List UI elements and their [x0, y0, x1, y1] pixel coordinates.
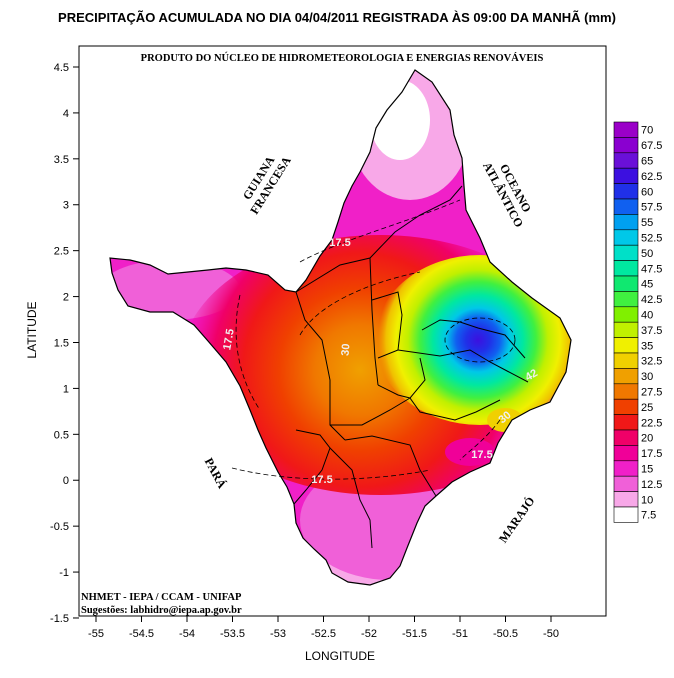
legend-label: 12.5: [641, 479, 662, 491]
legend-label: 7.5: [641, 510, 656, 522]
y-tick-label: 4: [63, 108, 69, 120]
legend-swatch: [613, 306, 639, 323]
legend-swatch: [613, 152, 639, 169]
legend-swatch: [613, 429, 639, 446]
legend-label: 30: [641, 371, 653, 383]
legend-swatch: [613, 383, 639, 400]
legend-label: 62.5: [641, 171, 662, 183]
legend-label: 22.5: [641, 417, 662, 429]
legend-swatch: [613, 506, 639, 523]
legend-label: 15: [641, 464, 653, 476]
contour-label-2: 17.5: [221, 328, 237, 351]
legend-label: 70: [641, 125, 653, 137]
legend-label: 67.5: [641, 140, 662, 152]
legend-swatch: [613, 398, 639, 415]
y-axis-label: LATITUDE: [25, 301, 39, 358]
legend-label: 52.5: [641, 233, 662, 245]
y-tick-label: 3: [63, 200, 69, 212]
y-tick-label: 1: [63, 383, 69, 395]
legend-label: 40: [641, 310, 653, 322]
x-tick-label: -51.5: [402, 628, 427, 640]
x-tick-label: -53: [270, 628, 286, 640]
legend-label: 60: [641, 186, 653, 198]
legend-label: 45: [641, 279, 653, 291]
legend-swatch: [613, 183, 639, 200]
x-tick-label: -54: [179, 628, 195, 640]
x-tick-label: -54.5: [129, 628, 154, 640]
legend-swatch: [613, 291, 639, 308]
legend-swatch: [613, 260, 639, 277]
contour-label-6: 42: [523, 367, 540, 384]
y-tick-label: 3.5: [54, 154, 69, 166]
x-tick-label: -52: [361, 628, 377, 640]
y-tick-label: 0: [63, 475, 69, 487]
legend-label: 57.5: [641, 202, 662, 214]
legend-swatch: [613, 167, 639, 184]
legend-swatch: [613, 137, 639, 154]
contour-label-3: 17.5: [311, 474, 332, 486]
credits-line1: NHMET - IEPA / CCAM - UNIFAP: [81, 592, 242, 603]
legend-swatch: [613, 321, 639, 338]
legend-swatch: [613, 121, 639, 138]
contour-label-4: 17.5: [471, 449, 492, 461]
legend-swatch: [613, 475, 639, 492]
legend-label: 65: [641, 156, 653, 168]
legend-swatch: [613, 229, 639, 246]
y-tick-label: -0.5: [50, 521, 69, 533]
legend-label: 17.5: [641, 448, 662, 460]
y-tick-label: 2: [63, 292, 69, 304]
map-subtitle: PRODUTO DO NÚCLEO DE HIDROMETEOROLOGIA E…: [141, 52, 544, 64]
contour-label-1: 17.5: [329, 237, 350, 249]
x-tick-label: -52.5: [311, 628, 336, 640]
x-tick-label: -53.5: [220, 628, 245, 640]
legend-swatch: [613, 445, 639, 462]
legend-swatch: [613, 460, 639, 477]
legend-label: 35: [641, 340, 653, 352]
contour-lines: [231, 199, 516, 480]
legend-label: 25: [641, 402, 653, 414]
legend-swatch: [613, 275, 639, 292]
credits-line2: Sugestões: labhidro@iepa.ap.gov.br: [81, 605, 242, 616]
legend-swatch: [613, 368, 639, 385]
legend-swatch: [613, 244, 639, 261]
y-tick-label: 2.5: [54, 246, 69, 258]
legend-swatch: [613, 337, 639, 354]
x-tick-label: -55: [88, 628, 104, 640]
contour-label-5: 30: [340, 343, 353, 356]
legend-label: 37.5: [641, 325, 662, 337]
x-axis: -55 -54.5 -54 -53.5 -53 -52.5 -52 -51.5 -51 -50.5…: [88, 616, 559, 640]
x-tick-label: -50.5: [493, 628, 518, 640]
legend-label: 10: [641, 494, 653, 506]
x-axis-label: LONGITUDE: [305, 649, 375, 663]
legend-label: 50: [641, 248, 653, 260]
legend-swatch: [613, 414, 639, 431]
legend-label: 42.5: [641, 294, 662, 306]
contour-labels: 17.5 17.5 17.5 17.5 30 42 30: [221, 237, 540, 486]
y-tick-label: 4.5: [54, 62, 69, 74]
legend-label: 55: [641, 217, 653, 229]
municipal-boundaries: [293, 185, 529, 549]
legend-label: 27.5: [641, 387, 662, 399]
legend-label: 32.5: [641, 356, 662, 368]
legend-swatch: [613, 214, 639, 231]
legend-label: 47.5: [641, 263, 662, 275]
y-axis: 4.5 4 3.5 3 2.5 2 1.5 1 0.5 0 -0.5 -1 -1.5: [50, 62, 79, 625]
x-tick-label: -50: [543, 628, 559, 640]
legend-swatch: [613, 491, 639, 508]
y-tick-label: 0.5: [54, 429, 69, 441]
map-title: PRECIPITAÇÃO ACUMULADA NO DIA 04/04/2011…: [58, 10, 616, 25]
x-tick-label: -51: [452, 628, 468, 640]
y-tick-label: -1.5: [50, 613, 69, 625]
y-tick-label: -1: [59, 567, 69, 579]
y-tick-label: 1.5: [54, 337, 69, 349]
legend-swatch: [613, 352, 639, 369]
legend-swatch: [613, 198, 639, 215]
legend-label: 20: [641, 433, 653, 445]
color-legend: 70 67.5 65 62.5 60 57.5 55 52.5 50 47.5 45 42.5 40 37…: [613, 121, 662, 523]
